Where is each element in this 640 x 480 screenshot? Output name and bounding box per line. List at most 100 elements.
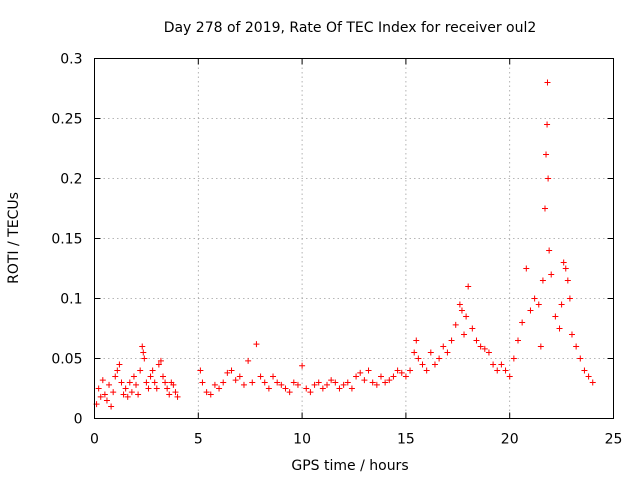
data-point bbox=[431, 361, 438, 368]
data-point bbox=[560, 259, 567, 266]
data-point bbox=[147, 373, 154, 380]
data-point bbox=[481, 345, 488, 352]
data-point bbox=[452, 321, 459, 328]
y-tick-label: 0.1 bbox=[60, 292, 82, 308]
y-tick-label: 0.3 bbox=[60, 52, 82, 68]
data-point bbox=[465, 283, 472, 290]
data-point bbox=[502, 367, 509, 374]
data-point bbox=[456, 301, 463, 308]
data-point bbox=[166, 391, 173, 398]
data-point bbox=[319, 385, 326, 392]
data-point bbox=[566, 295, 573, 302]
x-tick-label: 20 bbox=[501, 432, 519, 448]
data-point bbox=[402, 373, 409, 380]
data-point bbox=[164, 385, 171, 392]
data-point bbox=[216, 385, 223, 392]
data-point bbox=[274, 379, 281, 386]
grid-lines bbox=[94, 58, 614, 419]
data-point bbox=[157, 357, 164, 364]
y-tick-label: 0.25 bbox=[51, 112, 82, 128]
data-point bbox=[140, 349, 147, 356]
data-point bbox=[303, 385, 310, 392]
data-point bbox=[220, 379, 227, 386]
data-point bbox=[116, 361, 123, 368]
data-point bbox=[353, 373, 360, 380]
data-point bbox=[249, 379, 256, 386]
data-point bbox=[114, 367, 121, 374]
data-point bbox=[224, 369, 231, 376]
data-point bbox=[562, 265, 569, 272]
data-point bbox=[155, 361, 162, 368]
data-point bbox=[373, 381, 380, 388]
data-point bbox=[240, 381, 247, 388]
data-point bbox=[407, 367, 414, 374]
data-point bbox=[458, 307, 465, 314]
data-point bbox=[552, 313, 559, 320]
data-point bbox=[377, 373, 384, 380]
data-point bbox=[170, 381, 177, 388]
data-point bbox=[95, 385, 102, 392]
data-point bbox=[473, 337, 480, 344]
data-point bbox=[124, 393, 131, 400]
data-point bbox=[413, 337, 420, 344]
data-point bbox=[199, 379, 206, 386]
data-point bbox=[510, 355, 517, 362]
data-point bbox=[568, 331, 575, 338]
data-point bbox=[332, 379, 339, 386]
data-point bbox=[174, 393, 181, 400]
data-point bbox=[145, 385, 152, 392]
data-point bbox=[128, 389, 135, 396]
x-tick-label: 5 bbox=[194, 432, 203, 448]
data-point bbox=[589, 379, 596, 386]
y-tick-label: 0.15 bbox=[51, 232, 82, 248]
data-point bbox=[558, 301, 565, 308]
data-point bbox=[328, 377, 335, 384]
data-point bbox=[315, 379, 322, 386]
data-point bbox=[463, 313, 470, 320]
x-axis-label: GPS time / hours bbox=[291, 458, 408, 474]
data-point bbox=[545, 175, 552, 182]
data-point bbox=[130, 373, 137, 380]
data-point bbox=[344, 379, 351, 386]
x-tick-labels: 0 5 10 15 20 25 bbox=[90, 432, 622, 448]
data-point bbox=[106, 381, 113, 388]
x-tick-label: 25 bbox=[605, 432, 623, 448]
data-point bbox=[544, 121, 551, 128]
data-point bbox=[365, 367, 372, 374]
x-tick-label: 15 bbox=[397, 432, 415, 448]
data-point bbox=[573, 343, 580, 350]
data-point bbox=[324, 381, 331, 388]
data-point bbox=[436, 355, 443, 362]
data-point bbox=[97, 393, 104, 400]
data-point bbox=[118, 379, 125, 386]
data-point bbox=[141, 355, 148, 362]
data-point bbox=[99, 377, 106, 384]
y-tick-label: 0.2 bbox=[60, 172, 82, 188]
data-point bbox=[112, 373, 119, 380]
y-tick-label: 0 bbox=[74, 412, 83, 428]
data-point bbox=[543, 151, 550, 158]
data-point bbox=[143, 379, 150, 386]
data-point bbox=[228, 367, 235, 374]
data-point bbox=[261, 379, 268, 386]
data-point bbox=[585, 373, 592, 380]
data-point bbox=[122, 385, 129, 392]
data-point bbox=[162, 379, 169, 386]
data-point bbox=[135, 391, 142, 398]
data-point bbox=[382, 379, 389, 386]
y-tick-label: 0.05 bbox=[51, 352, 82, 368]
data-point bbox=[253, 341, 260, 348]
data-point bbox=[527, 307, 534, 314]
data-point bbox=[361, 377, 368, 384]
data-point bbox=[535, 301, 542, 308]
data-point bbox=[369, 379, 376, 386]
data-point bbox=[211, 381, 218, 388]
data-point bbox=[120, 391, 127, 398]
data-point bbox=[299, 362, 306, 369]
data-point bbox=[110, 389, 117, 396]
data-point bbox=[411, 349, 418, 356]
data-point bbox=[153, 385, 160, 392]
data-point bbox=[172, 389, 179, 396]
data-point bbox=[103, 397, 110, 404]
y-tick-labels: 0 0.05 0.1 0.15 0.2 0.25 0.3 bbox=[51, 52, 82, 428]
